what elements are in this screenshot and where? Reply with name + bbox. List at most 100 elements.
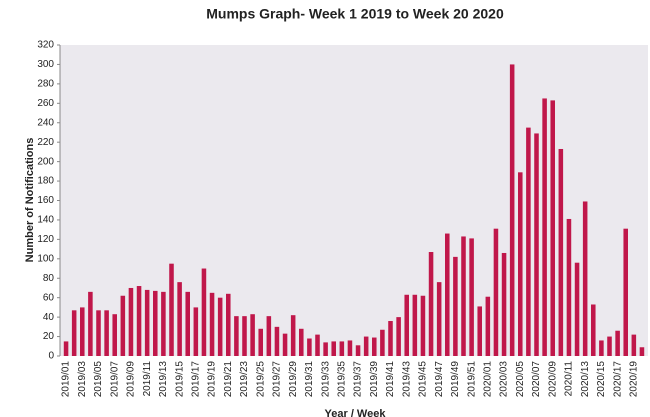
- x-tick-label: 2019/47: [434, 361, 445, 398]
- bar: [469, 238, 474, 356]
- bar: [550, 100, 555, 356]
- bar: [639, 347, 645, 356]
- bar: [347, 340, 353, 356]
- bar: [404, 294, 409, 356]
- y-tick-label: 200: [37, 156, 54, 167]
- bar: [217, 297, 223, 356]
- bar: [518, 172, 523, 356]
- x-tick-label: 2020/05: [515, 361, 526, 398]
- x-tick-label: 2019/19: [207, 361, 218, 398]
- bar: [388, 321, 393, 356]
- x-tick-label: 2020/17: [612, 361, 623, 398]
- bar: [161, 291, 166, 356]
- bar: [201, 268, 207, 356]
- bar: [453, 256, 458, 356]
- bar: [363, 336, 369, 356]
- x-tick-label: 2020/01: [482, 361, 493, 398]
- bar: [420, 295, 426, 356]
- y-axis-title: Number of Notifications: [24, 138, 36, 263]
- x-tick-label: 2019/13: [158, 361, 169, 398]
- x-tick-label: 2020/19: [628, 361, 639, 398]
- y-tick-label: 220: [37, 137, 54, 148]
- x-tick-label: 2019/15: [174, 361, 185, 398]
- x-tick-label: 2020/11: [564, 361, 575, 397]
- bar: [153, 290, 158, 356]
- x-tick-label: 2020/03: [499, 361, 510, 398]
- bar: [526, 127, 531, 356]
- bar: [436, 282, 442, 356]
- x-tick-label: 2020/15: [596, 361, 607, 398]
- bar: [331, 341, 336, 356]
- bar: [591, 304, 596, 356]
- bar: [631, 334, 637, 356]
- y-tick-label: 60: [43, 292, 55, 303]
- bar: [574, 262, 580, 356]
- x-tick-label: 2019/03: [77, 361, 88, 398]
- bar: [120, 295, 126, 356]
- bar: [615, 330, 620, 356]
- bar: [623, 228, 628, 356]
- x-tick-label: 2020/07: [531, 361, 542, 398]
- bar: [88, 291, 93, 356]
- bar: [380, 329, 385, 356]
- bar: [339, 341, 345, 356]
- x-tick-label: 2019/29: [288, 361, 299, 398]
- bar: [71, 310, 77, 356]
- bar: [461, 236, 466, 356]
- bar: [144, 289, 150, 356]
- x-axis-title: Year / Week: [325, 408, 387, 417]
- bar: [96, 310, 101, 356]
- bar: [290, 315, 296, 356]
- chart-title: Mumps Graph- Week 1 2019 to Week 20 2020: [206, 6, 504, 22]
- y-tick-label: 260: [37, 98, 54, 109]
- x-tick-label: 2020/09: [547, 361, 558, 398]
- bar: [396, 317, 401, 356]
- bar: [509, 64, 515, 356]
- bar: [599, 340, 604, 356]
- x-tick-label: 2019/01: [61, 361, 72, 398]
- bar: [282, 333, 288, 356]
- x-tick-label: 2019/31: [304, 361, 315, 398]
- y-tick-label: 160: [37, 195, 54, 206]
- bar: [112, 314, 117, 356]
- x-tick-label: 2019/35: [336, 361, 347, 398]
- x-tick-label: 2019/21: [223, 361, 234, 398]
- y-tick-label: 80: [43, 273, 55, 284]
- x-tick-label: 2019/39: [369, 361, 380, 398]
- bar: [242, 316, 247, 356]
- x-tick-label: 2019/45: [418, 361, 429, 398]
- x-tick-label: 2019/07: [109, 361, 120, 398]
- bar: [128, 287, 134, 356]
- y-tick-label: 140: [37, 215, 54, 226]
- y-tick-label: 240: [37, 117, 54, 128]
- bar: [63, 341, 69, 356]
- y-tick-label: 0: [48, 351, 54, 362]
- bar: [104, 310, 109, 356]
- bar: [250, 314, 255, 356]
- bar: [169, 263, 174, 356]
- bar: [136, 286, 142, 356]
- x-tick-label: 2019/05: [93, 361, 104, 398]
- y-tick-label: 20: [43, 331, 55, 342]
- bar: [209, 292, 215, 356]
- x-tick-label: 2019/43: [401, 361, 412, 398]
- bar: [234, 316, 239, 356]
- x-tick-label: 2019/33: [320, 361, 331, 398]
- y-tick-label: 100: [37, 253, 54, 264]
- x-tick-label: 2019/51: [466, 361, 477, 398]
- bar: [582, 201, 588, 356]
- bar: [266, 316, 272, 356]
- bar: [372, 337, 377, 356]
- x-tick-label: 2019/23: [239, 361, 250, 398]
- bar: [534, 133, 539, 356]
- bar: [355, 345, 361, 356]
- bar: [315, 334, 320, 356]
- x-tick-label: 2019/37: [353, 361, 364, 398]
- bar: [558, 148, 564, 356]
- y-tick-label: 120: [37, 234, 54, 245]
- bar: [177, 282, 182, 356]
- bar: [323, 342, 328, 356]
- x-tick-label: 2019/49: [450, 361, 461, 398]
